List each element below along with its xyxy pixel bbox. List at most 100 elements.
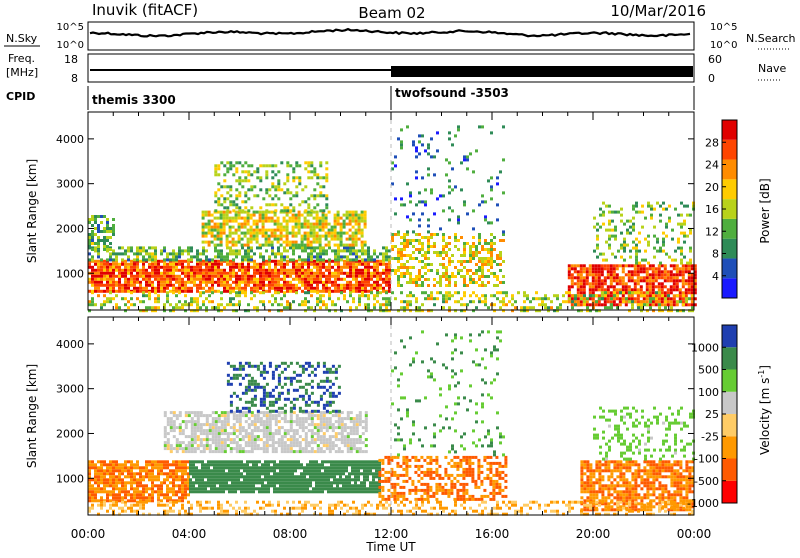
- data-cell-r2: [361, 235, 364, 238]
- data-cell-r1: [357, 460, 360, 463]
- data-cell-r1: [361, 246, 364, 249]
- data-cell-r1: [303, 472, 306, 475]
- data-cell-r2: [262, 229, 265, 232]
- data-cell-r7: [688, 267, 691, 270]
- data-cell-r7: [652, 270, 655, 273]
- data-cell-r2: [188, 447, 191, 450]
- data-cell-r0: [334, 272, 337, 275]
- data-cell-r9: [472, 300, 475, 303]
- data-cell-r2: [313, 235, 316, 238]
- data-cell-r1: [204, 472, 207, 475]
- data-cell-r8: [662, 232, 665, 235]
- data-cell-r1: [196, 252, 199, 255]
- data-cell-r0: [94, 281, 97, 284]
- data-cell-r8: [605, 205, 608, 208]
- data-cell-r1: [291, 484, 294, 487]
- data-cell-r3: [214, 173, 217, 176]
- data-cell-r9: [508, 300, 511, 303]
- data-cell-r0: [196, 278, 199, 281]
- data-cell-r1: [339, 472, 342, 475]
- data-cell-r2: [307, 232, 310, 235]
- data-cell-r1: [216, 463, 219, 466]
- data-cell-r7: [580, 300, 583, 303]
- data-cell-r9: [349, 294, 352, 297]
- data-cell-r0: [283, 284, 286, 287]
- data-cell-r2: [229, 226, 232, 229]
- data-cell-r0: [358, 272, 361, 275]
- data-cell-r2: [224, 441, 227, 444]
- data-cell-r0: [151, 266, 154, 269]
- data-cell-r1: [306, 469, 309, 472]
- data-cell-r0: [91, 487, 94, 490]
- data-cell-r2: [343, 220, 346, 223]
- data-cell-r9: [280, 297, 283, 300]
- data-cell-r0: [241, 272, 244, 275]
- data-cell-r1: [370, 258, 373, 261]
- data-cell-r7: [595, 303, 598, 306]
- data-cell-r1: [192, 466, 195, 469]
- data-cell-r9: [457, 291, 460, 294]
- data-cell-r2: [298, 214, 301, 217]
- data-cell-r6: [454, 185, 457, 188]
- data-cell-r0: [97, 499, 100, 502]
- data-cell-r6: [415, 176, 418, 179]
- data-cell-r1: [340, 258, 343, 261]
- data-cell-r2: [250, 238, 253, 241]
- data-cell-r2: [304, 244, 307, 247]
- data-cell-r2: [191, 444, 194, 447]
- data-cell-r0: [169, 269, 172, 272]
- data-cell-r1: [207, 484, 210, 487]
- data-cell-r7: [646, 300, 649, 303]
- data-cell-r9: [271, 303, 274, 306]
- data-cell-r1: [357, 472, 360, 475]
- data-cell-r5: [493, 248, 496, 251]
- data-cell-r8: [683, 235, 686, 238]
- data-cell-r0: [106, 463, 109, 466]
- data-cell-r9: [646, 303, 649, 306]
- data-cell-r8: [671, 238, 674, 241]
- data-cell-r0: [205, 281, 208, 284]
- data-cell-r0: [280, 269, 283, 272]
- data-cell-r8: [656, 238, 659, 241]
- data-cell-r9: [259, 291, 262, 294]
- data-cell-r0: [295, 269, 298, 272]
- data-cell-r0: [199, 278, 202, 281]
- data-cell-r0: [259, 281, 262, 284]
- data-cell-r2: [259, 244, 262, 247]
- data-cell-r1: [351, 460, 354, 463]
- data-cell-r1: [301, 246, 304, 249]
- data-cell-r9: [124, 297, 127, 300]
- data-cell-r1: [238, 249, 241, 252]
- data-cell-r5: [439, 275, 442, 278]
- data-cell-r0: [175, 287, 178, 290]
- data-cell-r7: [613, 297, 616, 300]
- data-cell-r2: [310, 229, 313, 232]
- data-cell-r1: [282, 478, 285, 481]
- data-cell-r5: [403, 248, 406, 251]
- data-cell-r0: [265, 272, 268, 275]
- data-cell-r2: [214, 244, 217, 247]
- data-cell-r2: [274, 220, 277, 223]
- data-cell-r0: [202, 275, 205, 278]
- data-cell-r0: [139, 272, 142, 275]
- data-cell-r7: [664, 303, 667, 306]
- data-cell-r0: [121, 290, 124, 293]
- data-cell-r0: [226, 290, 229, 293]
- data-cell-r2: [259, 229, 262, 232]
- data-cell-r2: [304, 223, 307, 226]
- data-cell-r0: [181, 287, 184, 290]
- data-cell-r9: [538, 297, 541, 300]
- data-cell-r0: [319, 278, 322, 281]
- data-cell-r0: [307, 272, 310, 275]
- data-cell-r8: [620, 220, 623, 223]
- data-cell-r1: [222, 460, 225, 463]
- data-cell-r5: [478, 239, 481, 242]
- data-cell-r0: [139, 287, 142, 290]
- data-cell-r1: [256, 246, 259, 249]
- data-cell-r1: [228, 475, 231, 478]
- data-cell-r0: [151, 466, 154, 469]
- data-cell-r0: [112, 463, 115, 466]
- data-cell-r7: [679, 291, 682, 294]
- data-cell-r0: [280, 287, 283, 290]
- data-cell-r0: [298, 281, 301, 284]
